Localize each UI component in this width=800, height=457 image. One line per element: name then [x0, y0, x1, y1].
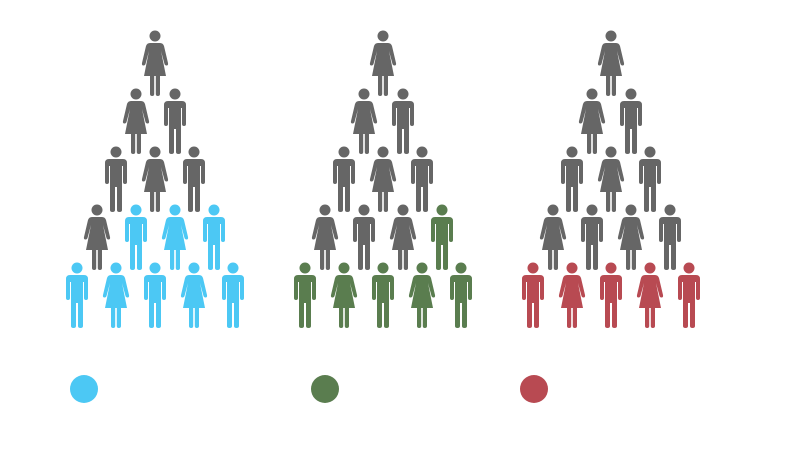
female-person-icon	[121, 88, 151, 154]
male-person-icon	[140, 262, 170, 328]
male-person-icon	[62, 262, 92, 328]
pyramid-green	[283, 30, 483, 340]
pyramid-blue	[55, 30, 255, 340]
male-person-icon	[121, 204, 151, 270]
male-person-icon	[329, 146, 359, 212]
male-person-icon	[179, 146, 209, 212]
male-person-icon	[577, 204, 607, 270]
female-person-icon	[596, 146, 626, 212]
female-person-icon	[82, 204, 112, 270]
male-person-icon	[557, 146, 587, 212]
pyramid-red	[511, 30, 711, 340]
male-person-icon	[368, 262, 398, 328]
female-person-icon	[407, 262, 437, 328]
male-person-icon	[635, 146, 665, 212]
legend-dot-red	[520, 375, 548, 403]
male-person-icon	[349, 204, 379, 270]
male-person-icon	[388, 88, 418, 154]
male-person-icon	[446, 262, 476, 328]
female-person-icon	[368, 146, 398, 212]
female-person-icon	[596, 30, 626, 96]
female-person-icon	[101, 262, 131, 328]
male-person-icon	[218, 262, 248, 328]
female-person-icon	[557, 262, 587, 328]
female-person-icon	[179, 262, 209, 328]
male-person-icon	[290, 262, 320, 328]
female-person-icon	[160, 204, 190, 270]
male-person-icon	[199, 204, 229, 270]
male-person-icon	[407, 146, 437, 212]
female-person-icon	[616, 204, 646, 270]
female-person-icon	[538, 204, 568, 270]
legend-dot-green	[311, 375, 339, 403]
female-person-icon	[368, 30, 398, 96]
female-person-icon	[310, 204, 340, 270]
male-person-icon	[160, 88, 190, 154]
male-person-icon	[596, 262, 626, 328]
male-person-icon	[101, 146, 131, 212]
male-person-icon	[427, 204, 457, 270]
female-person-icon	[140, 146, 170, 212]
male-person-icon	[518, 262, 548, 328]
female-person-icon	[577, 88, 607, 154]
female-person-icon	[329, 262, 359, 328]
male-person-icon	[674, 262, 704, 328]
female-person-icon	[349, 88, 379, 154]
female-person-icon	[140, 30, 170, 96]
male-person-icon	[616, 88, 646, 154]
legend-dot-blue	[70, 375, 98, 403]
female-person-icon	[635, 262, 665, 328]
male-person-icon	[655, 204, 685, 270]
female-person-icon	[388, 204, 418, 270]
